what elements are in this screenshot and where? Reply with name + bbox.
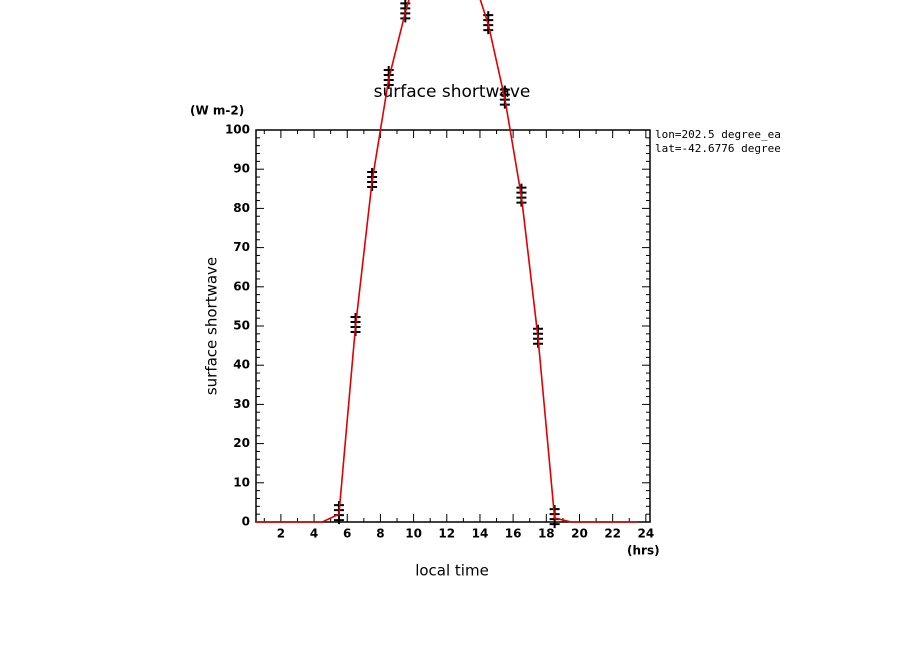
x-tick-label: 24 (638, 527, 655, 541)
y-units: (W m-2) (190, 104, 244, 118)
chart-title: surface shortwave (374, 82, 531, 102)
x-tick-label: 22 (604, 527, 621, 541)
x-tick-label: 16 (505, 527, 522, 541)
y-axis-label: surface shortwave (203, 257, 221, 395)
y-tick-label: 0 (242, 515, 250, 529)
y-tick-label: 20 (233, 436, 250, 450)
y-tick-label: 100 (225, 123, 250, 137)
y-tick-label: 90 (233, 162, 250, 176)
x-tick-label: 4 (310, 527, 318, 541)
x-axis-label: local time (415, 562, 489, 580)
series-line (256, 0, 638, 523)
y-tick-label: 70 (233, 240, 250, 254)
annotations: lon=202.5 degree_east lat=-42.6776 degre… (655, 128, 821, 155)
annotation: lat=-42.6776 degree_north (655, 142, 821, 155)
y-tick-label: 30 (233, 397, 250, 411)
x-tick-label: 2 (277, 527, 285, 541)
x-tick-label: 14 (472, 527, 489, 541)
x-tick-label: 10 (405, 527, 422, 541)
y-tick-label: 50 (233, 319, 250, 333)
x-tick-label: 6 (343, 527, 351, 541)
y-tick-label: 40 (233, 358, 250, 372)
x-tick-label: 18 (538, 527, 555, 541)
x-units: (hrs) (627, 544, 660, 558)
annotation: lon=202.5 degree_east (655, 128, 794, 141)
y-tick-label: 80 (233, 201, 250, 215)
x-tick-label: 12 (438, 527, 455, 541)
x-tick-label: 8 (376, 527, 384, 541)
y-tick-label: 60 (233, 279, 250, 293)
plot-frame (255, 129, 651, 523)
x-tick-label: 20 (571, 527, 588, 541)
y-tick-label: 10 (233, 475, 250, 489)
